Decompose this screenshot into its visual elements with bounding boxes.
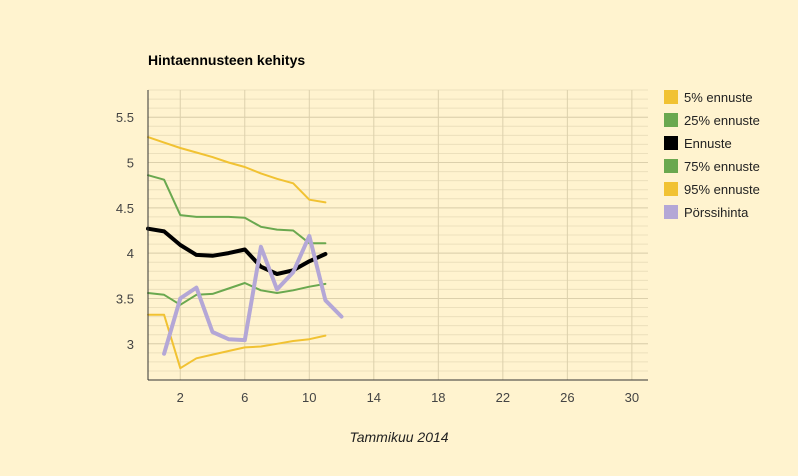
series-line [147,282,327,306]
x-tick-label: 22 [496,390,510,405]
x-tick-label: 18 [431,390,445,405]
series-line [147,313,327,370]
legend-swatch [664,113,678,127]
x-tick-label: 10 [302,390,316,405]
x-tick-label: 30 [625,390,639,405]
legend-swatch [664,205,678,219]
x-axis-title: Tammikuu 2014 [349,429,448,445]
y-tick-label: 3 [127,337,134,352]
legend-label: 5% ennuste [684,90,753,105]
grid [148,89,648,380]
series-lines [146,136,344,370]
y-tick-label: 4 [127,246,134,261]
y-tick-label: 4.5 [116,201,134,216]
chart-title: Hintaennusteen kehitys [148,52,305,68]
x-tick-label: 2 [177,390,184,405]
legend-swatch [664,159,678,173]
legend-label: Pörssihinta [684,205,749,220]
y-tick-label: 5 [127,156,134,171]
legend: 5% ennuste 25% ennuste Ennuste 75% ennuste 9… [664,90,760,220]
axes: 33.544.555.52 6 10 14 18 22 26 30 [116,90,648,405]
x-tick-label: 6 [241,390,248,405]
y-tick-label: 5.5 [116,110,134,125]
series-line [162,233,344,356]
series-line [147,136,327,204]
legend-label: 95% ennuste [684,182,760,197]
x-tick-label: 26 [560,390,574,405]
x-tick-label: 14 [367,390,381,405]
legend-swatch [664,136,678,150]
legend-label: 75% ennuste [684,159,760,174]
legend-swatch [664,182,678,196]
legend-label: Ennuste [684,136,732,151]
legend-swatch [664,90,678,104]
series-line [147,174,327,245]
y-tick-label: 3.5 [116,291,134,306]
legend-label: 25% ennuste [684,113,760,128]
